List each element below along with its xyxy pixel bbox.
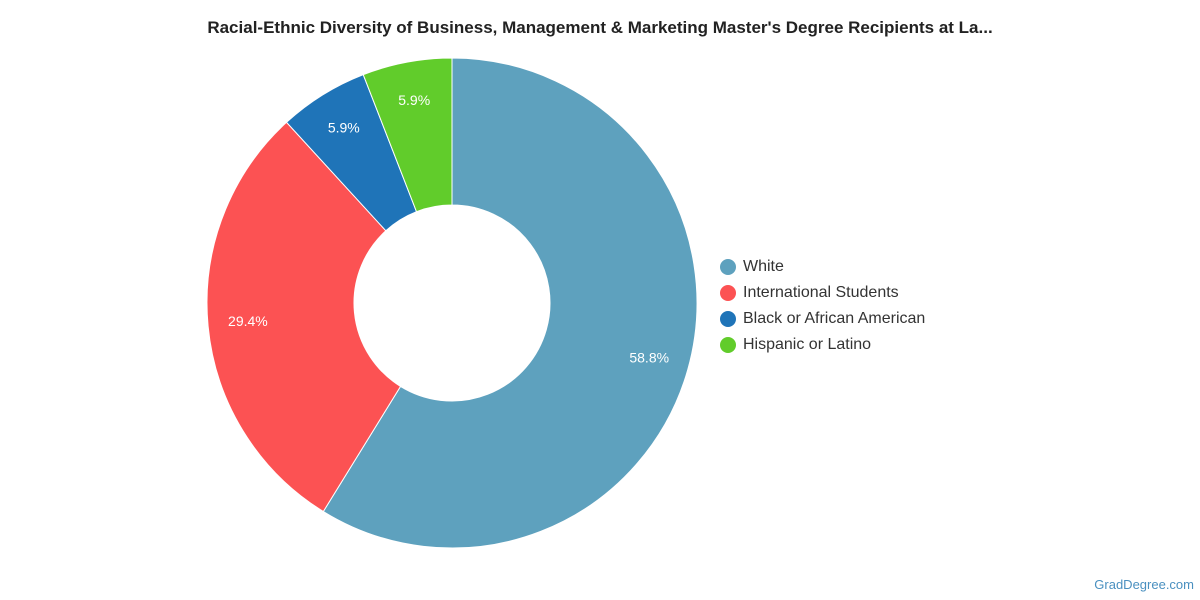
legend-swatch <box>720 259 736 275</box>
legend-swatch <box>720 311 736 327</box>
slice-value-label: 29.4% <box>228 313 268 329</box>
slice-value-label: 5.9% <box>328 120 360 136</box>
slice-hispanic-or-latino[interactable] <box>362 57 453 213</box>
slice-value-label: 5.9% <box>398 92 430 108</box>
legend-item[interactable]: Black or African American <box>720 306 925 332</box>
legend-item[interactable]: International Students <box>720 280 925 306</box>
legend-label: Black or African American <box>743 310 926 327</box>
legend-label: White <box>743 258 784 275</box>
watermark[interactable]: GradDegree.com <box>1094 577 1194 592</box>
legend-swatch <box>720 337 736 353</box>
slices-group <box>206 57 698 549</box>
slice-labels-group: 58.8% 29.4% 5.9% 5.9% <box>228 92 669 365</box>
legend: White International Students Black or Afri… <box>720 254 925 358</box>
legend-item[interactable]: Hispanic or Latino <box>720 332 925 358</box>
slice-value-label: 58.8% <box>629 350 669 366</box>
legend-swatch <box>720 285 736 301</box>
slice-white[interactable] <box>322 57 698 549</box>
slice-international-students[interactable] <box>206 121 402 513</box>
legend-item[interactable]: White <box>720 254 925 280</box>
legend-label: Hispanic or Latino <box>743 336 872 353</box>
chart-title: Racial-Ethnic Diversity of Business, Man… <box>207 18 993 37</box>
legend-label: International Students <box>743 284 899 301</box>
